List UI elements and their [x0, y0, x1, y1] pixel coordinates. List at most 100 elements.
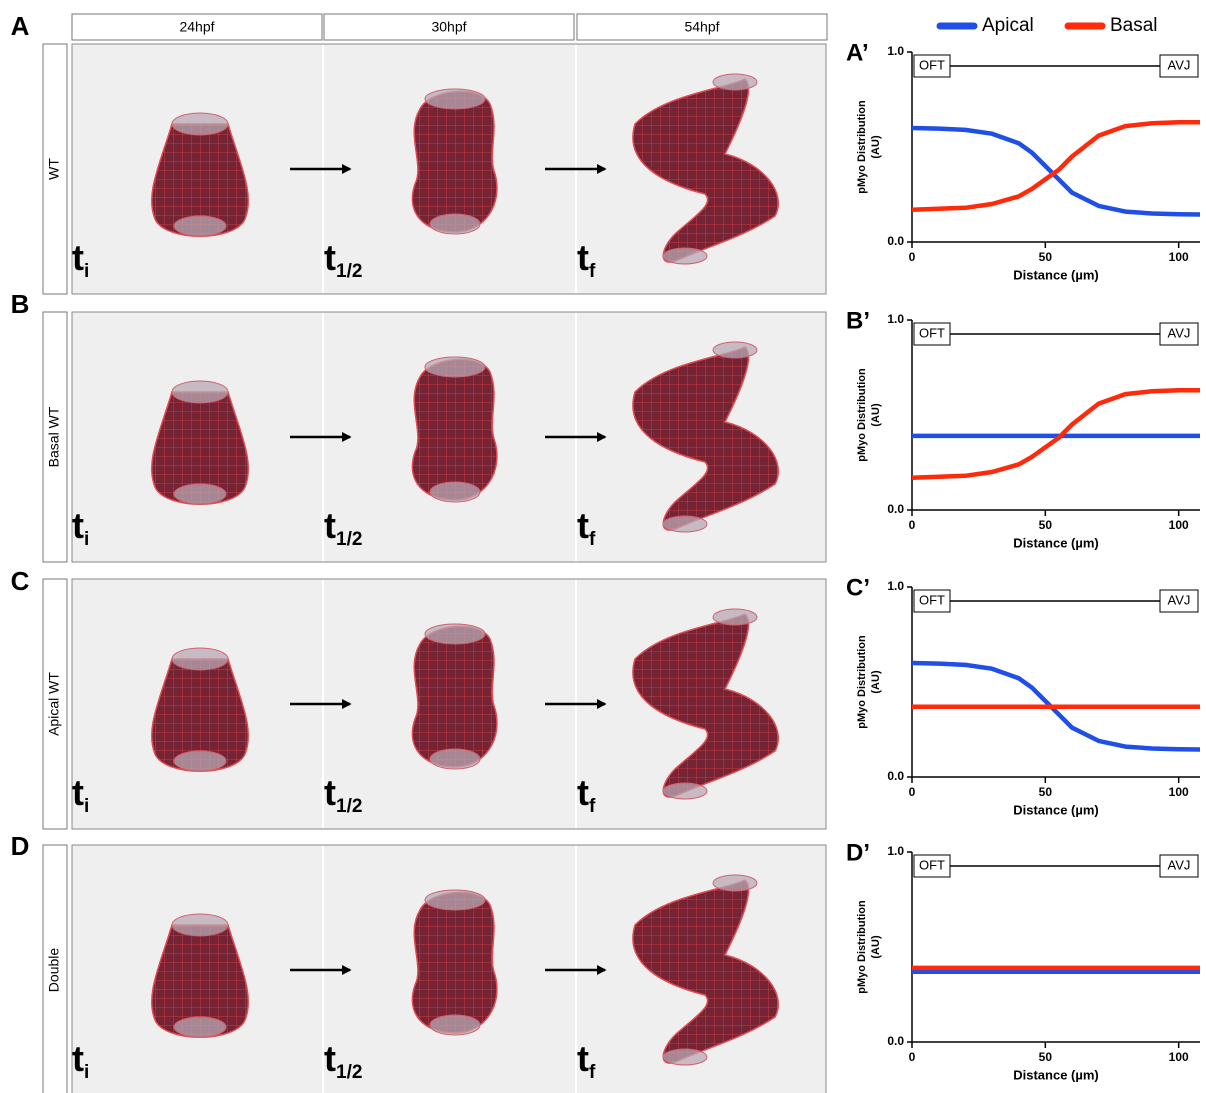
x-tick-label: 100	[1169, 785, 1189, 799]
heart-tube-body	[411, 358, 498, 501]
tube-opening	[171, 112, 229, 136]
panel-letter: C	[11, 566, 30, 596]
time-label-main: t	[72, 237, 84, 278]
x-tick-label: 0	[909, 518, 916, 532]
time-label-sub: f	[589, 529, 596, 550]
x-axis-label: Distance (µm)	[1013, 1067, 1099, 1082]
time-label-main: t	[324, 1038, 336, 1079]
x-tick-label: 100	[1169, 518, 1189, 532]
annotation-box	[1159, 322, 1199, 346]
tube-opening	[662, 247, 708, 265]
heart-tube-render	[151, 380, 249, 505]
heart-tube-render	[411, 889, 498, 1036]
y-axis-label: (AU)	[870, 670, 882, 694]
heart-tube-render	[632, 73, 780, 265]
heart-tube-render	[632, 341, 780, 533]
time-label: t1/2	[324, 772, 362, 818]
x-tick-label: 0	[909, 1050, 916, 1064]
tube-opening	[712, 341, 758, 359]
time-label-sub: i	[84, 796, 89, 817]
tube-opening	[173, 483, 227, 505]
y-tick-label: 1.0	[887, 312, 904, 326]
tube-opening	[171, 380, 229, 404]
y-axis-label: (AU)	[870, 135, 882, 159]
time-label: t1/2	[324, 505, 362, 551]
x-tick-label: 0	[909, 785, 916, 799]
time-label-main: t	[577, 772, 589, 813]
panel-letter: B	[11, 289, 30, 319]
time-label-main: t	[577, 505, 589, 546]
x-tick-label: 50	[1039, 518, 1053, 532]
panel-letter: A	[11, 11, 30, 41]
tube-opening	[662, 782, 708, 800]
y-tick-label: 0.0	[887, 502, 904, 516]
heart-tube-render	[151, 112, 249, 237]
time-label: tf	[577, 237, 596, 283]
annotation: OFT	[919, 857, 945, 872]
y-tick-label: 1.0	[887, 579, 904, 593]
annotation: AVJ	[1168, 592, 1191, 607]
y-axis-label: pMyo Distribution	[856, 635, 868, 729]
y-axis-label: pMyo Distribution	[856, 368, 868, 462]
series-line	[911, 388, 1200, 480]
heart-tube-body	[411, 891, 498, 1034]
row-label-box	[42, 311, 68, 563]
annotation: AVJ	[1168, 57, 1191, 72]
time-label: ti	[72, 772, 89, 818]
time-label-main: t	[577, 237, 589, 278]
annotation-box	[913, 322, 951, 346]
time-label-main: t	[324, 505, 336, 546]
time-label: ti	[72, 1038, 89, 1084]
column-header: 54hpf	[684, 19, 719, 35]
tube-opening	[712, 874, 758, 892]
x-tick-label: 0	[909, 250, 916, 264]
column-header: 30hpf	[431, 19, 466, 35]
time-label-main: t	[324, 772, 336, 813]
tube-opening	[171, 647, 229, 671]
column-header-box	[323, 13, 575, 41]
heart-tube-body	[411, 625, 498, 768]
row-label-box	[42, 844, 68, 1093]
tube-opening	[662, 1048, 708, 1066]
column-header-box	[576, 13, 828, 41]
annotation: OFT	[919, 325, 945, 340]
time-label-sub: 1/2	[336, 796, 362, 817]
row-label-box	[42, 578, 68, 830]
annotation-box	[913, 854, 951, 878]
time-label-sub: f	[589, 261, 596, 282]
tube-opening	[429, 213, 481, 235]
y-tick-label: 0.0	[887, 769, 904, 783]
heart-tube-render	[151, 647, 249, 772]
row-label: Basal WT	[46, 406, 62, 467]
tube-opening	[424, 623, 486, 645]
annotation: OFT	[919, 592, 945, 607]
x-axis-label: Distance (µm)	[1013, 802, 1099, 817]
y-tick-label: 1.0	[887, 844, 904, 858]
tube-opening	[173, 750, 227, 772]
panel-letter: D	[11, 831, 30, 861]
tube-opening	[712, 608, 758, 626]
panel-label: C’	[846, 574, 870, 601]
time-label: t1/2	[324, 237, 362, 283]
row-label-box	[42, 43, 68, 295]
series-line	[911, 120, 1200, 212]
legend-label: Basal	[1110, 15, 1158, 36]
legend-label: Apical	[982, 15, 1034, 36]
time-label: tf	[577, 1038, 596, 1084]
y-tick-label: 0.0	[887, 1034, 904, 1048]
tube-opening	[429, 481, 481, 503]
annotation-box	[1159, 589, 1199, 613]
heart-tube-render	[632, 608, 780, 800]
panel-label: B’	[846, 307, 870, 334]
x-tick-label: 50	[1039, 250, 1053, 264]
tube-opening	[662, 515, 708, 533]
time-label: ti	[72, 237, 89, 283]
heart-tube-render	[151, 913, 249, 1038]
annotation: AVJ	[1168, 857, 1191, 872]
time-label-sub: 1/2	[336, 261, 362, 282]
x-tick-label: 100	[1169, 1050, 1189, 1064]
annotation-box	[1159, 854, 1199, 878]
tube-opening	[171, 913, 229, 937]
y-axis-label: pMyo Distribution	[856, 100, 868, 194]
